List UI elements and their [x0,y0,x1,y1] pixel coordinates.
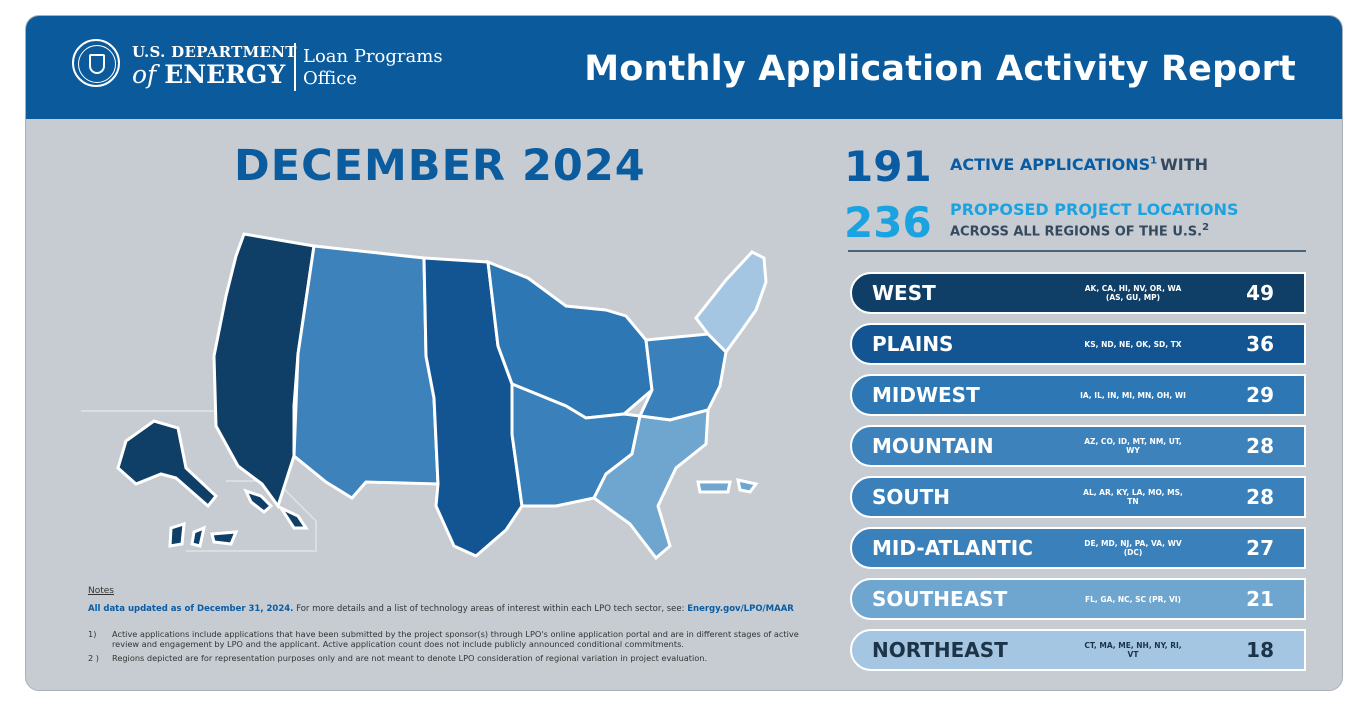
hawaii-shape [243,488,274,514]
region-count: 18 [1246,638,1274,662]
org-name-line2: of ENERGY [132,60,285,90]
org-name-line1: U.S. DEPARTMENT [132,43,297,61]
region-states: CT, MA, ME, NH, NY, RI, VT [1084,641,1182,659]
region-name: PLAINS [872,332,954,356]
note-2-text: Regions depicted are for representation … [112,653,708,663]
hawaii-island-shape [276,504,309,530]
report-period: DECEMBER 2024 [234,141,646,191]
region-count: 29 [1246,383,1274,407]
region-count: 36 [1246,332,1274,356]
southeast-region-shape [592,408,710,561]
region-count: 21 [1246,587,1274,611]
project-locations-sub: ACROSS ALL REGIONS OF THE U.S.2 [950,222,1209,239]
org-of: of [132,60,157,89]
footnote-2-marker: 2 [1202,222,1210,233]
region-row-mountain: MOUNTAIN AZ, CO, ID, MT, NM, UT, WY 28 [850,425,1306,467]
notes-updated-text: For more details and a list of technolog… [296,604,685,614]
stats-divider [848,250,1306,252]
locations-sub-text: ACROSS ALL REGIONS OF THE U.S. [950,224,1203,240]
us-region-map [81,232,768,561]
active-label-text: ACTIVE APPLICATIONS [950,155,1151,174]
region-row-midwest: MIDWEST IA, IL, IN, MI, MN, OH, WI 29 [850,374,1306,416]
region-name: MOUNTAIN [872,434,994,458]
region-name: WEST [872,281,936,305]
mountain-region-shape [292,244,440,500]
region-states: FL, GA, NC, SC (PR, VI) [1084,594,1181,604]
region-row-west: WEST AK, CA, HI, NV, OR, WA (AS, GU, MP) 4… [850,272,1306,314]
notes-updated: All data updated as of December 31, 2024… [88,604,794,614]
virgin-islands-shape [736,478,759,494]
doe-seal-icon [72,39,120,87]
northeast-region-shape [694,250,768,355]
region-states: IA, IL, IN, MI, MN, OH, WI [1080,390,1186,400]
region-count: 28 [1246,485,1274,509]
region-count: 27 [1246,536,1274,560]
project-locations-count: 236 [844,198,932,247]
region-name: SOUTHEAST [872,587,1008,611]
footnote-1-marker: 1 [1150,155,1158,167]
project-locations-label: PROPOSED PROJECT LOCATIONS [950,200,1239,219]
region-row-northeast: NORTHEAST CT, MA, ME, NH, NY, RI, VT 18 [850,629,1306,671]
territory-2-shape [190,525,207,548]
note-1-text: Active applications include applications… [112,629,799,649]
region-row-southeast: SOUTHEAST FL, GA, NC, SC (PR, VI) 21 [850,578,1306,620]
region-row-south: SOUTH AL, AR, KY, LA, MO, MS, TN 28 [850,476,1306,518]
region-row-plains: PLAINS KS, ND, NE, OK, SD, TX 36 [850,323,1306,365]
org-energy: ENERGY [164,60,286,89]
office-name-line2: Office [303,68,358,89]
region-name: SOUTH [872,485,951,509]
region-name: MIDWEST [872,383,980,407]
note-1-number: 1) [88,629,97,639]
puerto-rico-shape [696,480,732,494]
active-applications-count: 191 [844,142,932,191]
territory-1-shape [168,521,186,548]
logo-divider [294,43,296,91]
active-suffix: WITH [1160,155,1208,174]
region-states: DE, MD, NJ, PA, VA, WV (DC) [1084,539,1182,557]
region-name: NORTHEAST [872,638,1008,662]
active-applications-label: ACTIVE APPLICATIONS1 WITH [950,155,1208,174]
region-count: 28 [1246,434,1274,458]
note-2-number: 2 ) [88,653,100,663]
region-row-mid-atlantic: MID-ATLANTIC DE, MD, NJ, PA, VA, WV (DC) 2… [850,527,1306,569]
region-states: AK, CA, HI, NV, OR, WA (AS, GU, MP) [1084,284,1182,302]
territory-3-shape [210,530,239,546]
notes-heading: Notes [88,586,114,596]
notes-updated-date: All data updated as of December 31, 2024… [88,604,294,614]
region-states: AL, AR, KY, LA, MO, MS, TN [1083,488,1183,506]
maar-link[interactable]: Energy.gov/LPO/MAAR [687,604,794,614]
region-count: 49 [1246,281,1274,305]
office-name-line1: Loan Programs [303,46,443,67]
report-frame: U.S. DEPARTMENT of ENERGY Loan Programs … [25,15,1343,691]
midatlantic-region-shape [637,332,728,422]
region-states: AZ, CO, ID, MT, NM, UT, WY [1084,437,1182,455]
region-name: MID-ATLANTIC [872,536,1033,560]
alaska-shape [116,419,219,509]
report-title: Monthly Application Activity Report [584,49,1296,89]
header-bar: U.S. DEPARTMENT of ENERGY Loan Programs … [26,16,1342,119]
region-states: KS, ND, NE, OK, SD, TX [1084,339,1182,349]
seal-shield-icon [89,54,105,74]
